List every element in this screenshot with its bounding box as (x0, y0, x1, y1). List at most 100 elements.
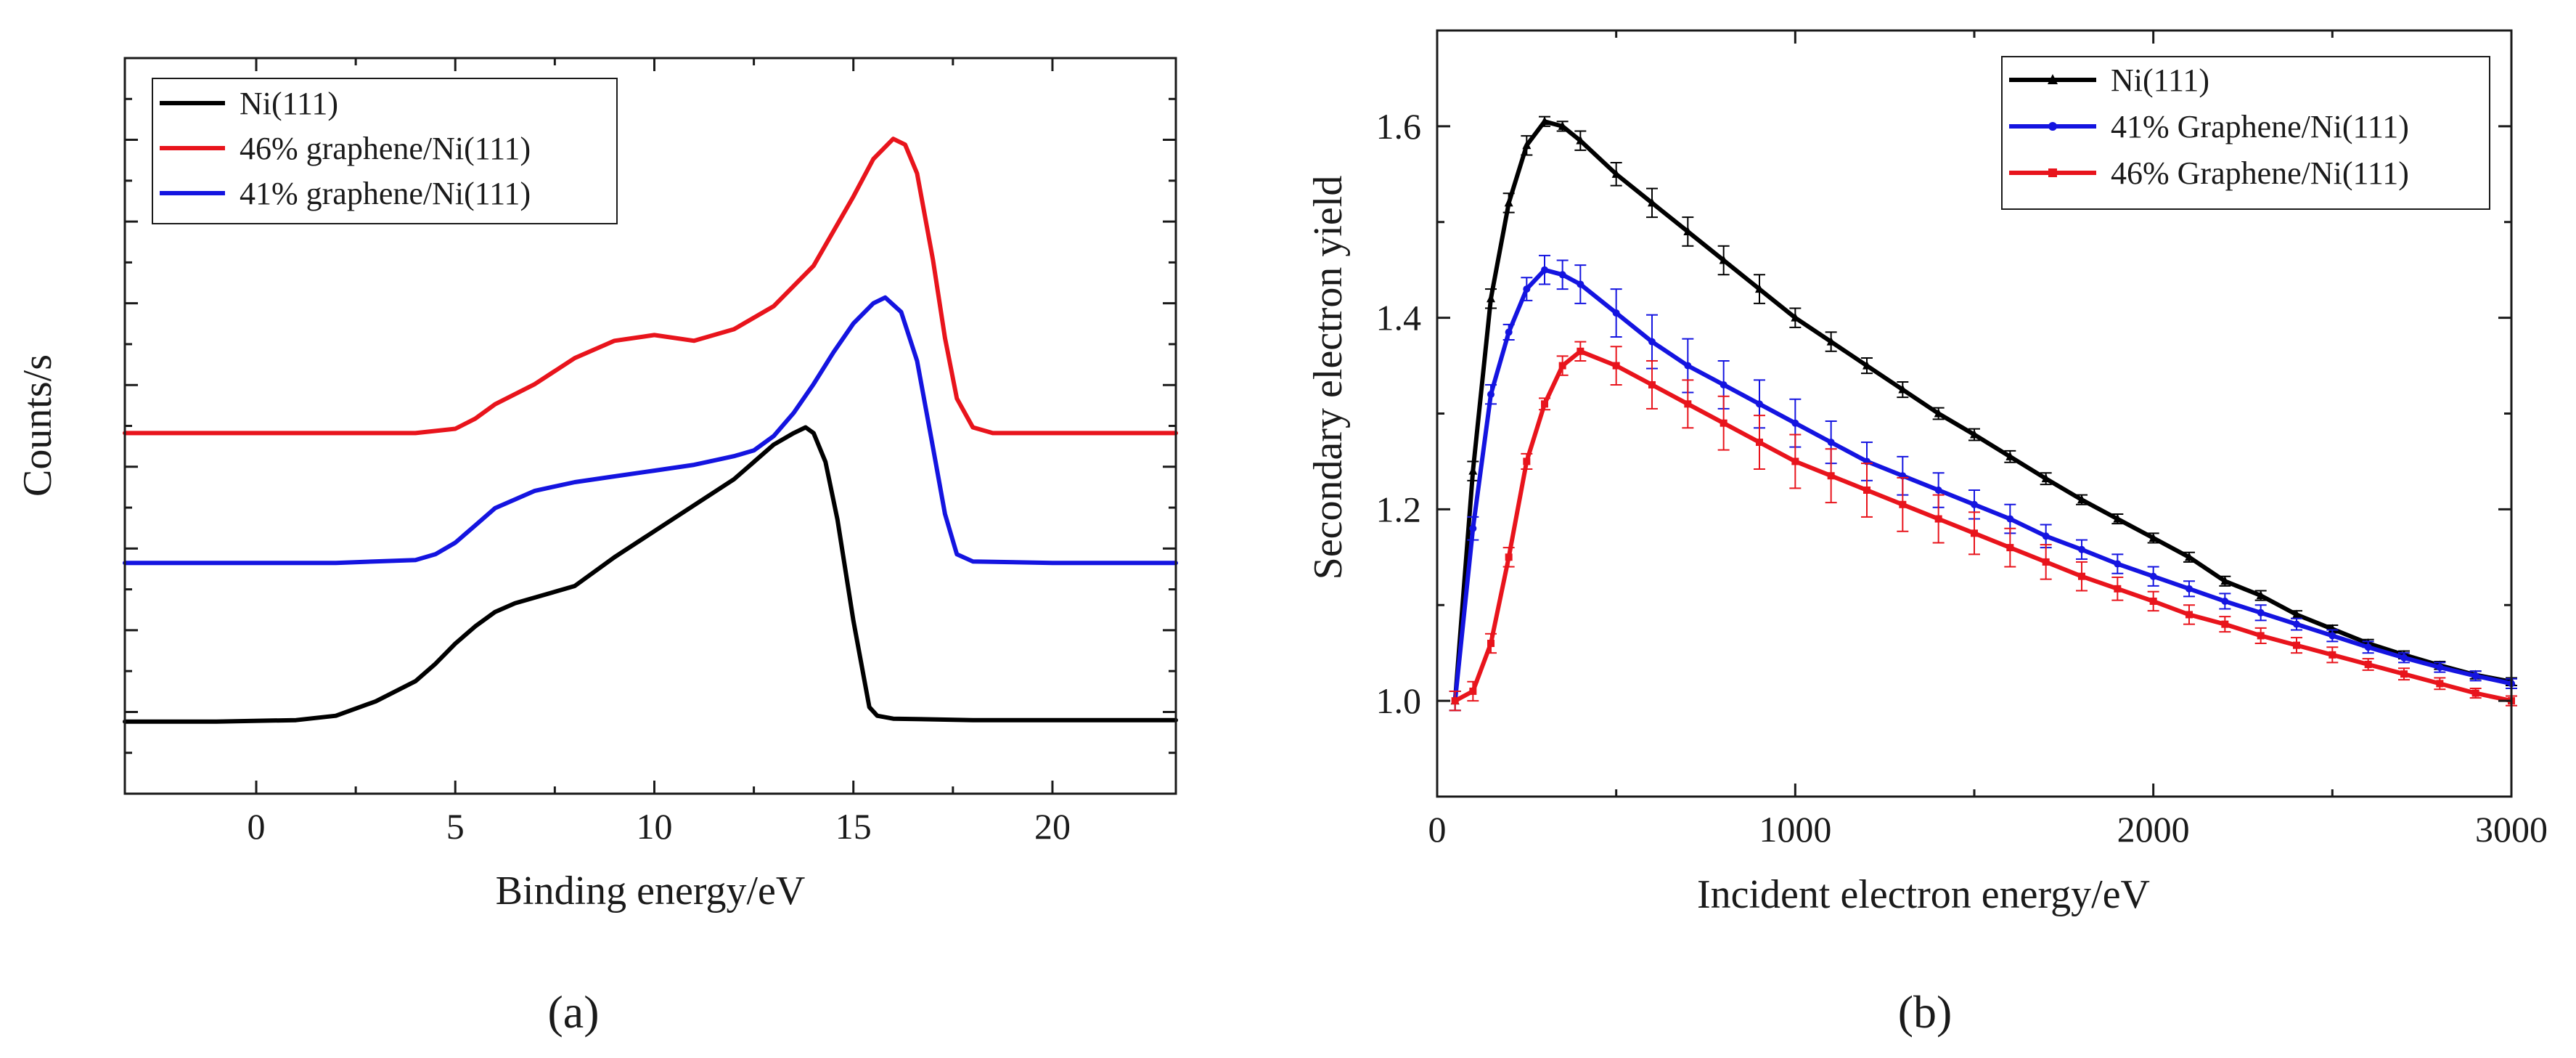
panel-a-x-axis-title: Binding energy/eV (496, 868, 806, 913)
panel-b-series-1-point (1468, 465, 1478, 475)
panel-a-legend-box (152, 78, 618, 224)
panel-b-series-2-point (2221, 597, 2229, 605)
panel-b-series-2-point (1756, 400, 1763, 408)
panel-b-series-3-point (1791, 457, 1799, 465)
panel-b-series-1-point (1934, 408, 1943, 418)
panel-b-x-tick-label: 3000 (2475, 809, 2548, 850)
panel-b-series-2-point (2328, 632, 2336, 640)
panel-b-series-3-point (1523, 457, 1531, 465)
panel-b-series-3-point (2436, 680, 2444, 688)
panel-b-y-tick-label: 1.2 (1376, 489, 1422, 529)
panel-b-series-1-point (1611, 168, 1621, 178)
panel-b-series-3-point (1827, 472, 1835, 480)
panel-b-y-tick-label: 1.6 (1376, 106, 1422, 147)
panel-b-series-2-point (2257, 609, 2265, 617)
panel-b-series-1-point (2148, 532, 2158, 542)
panel-b-ticks: 0 1000 2000 3000 1.0 1.2 1.4 1.6 (1376, 30, 2548, 850)
panel-a-series-group (123, 137, 1178, 724)
panel-b-series-1-legend-label: Ni(111) (2111, 62, 2209, 98)
panel-b-series-1-point (1558, 121, 1567, 130)
panel-b-series-3-point (2328, 651, 2336, 659)
panel-b-series-group (1449, 115, 2517, 712)
panel-b-series-2-point (1577, 280, 1585, 288)
panel-b-series-2-point (2293, 620, 2300, 628)
panel-b-series-2-point (1505, 328, 1513, 336)
panel-b-series-3-point (1541, 400, 1548, 408)
panel-a-x-tick-label: 10 (636, 806, 672, 847)
panel-b-series-2-point (2185, 585, 2193, 593)
panel-b-series-2-legend-label: 41% Graphene/Ni(111) (2111, 109, 2409, 145)
panel-b-series-3-point (2078, 572, 2085, 580)
panel-b-series-3-legend-entry: 46% Graphene/Ni(111) (2009, 155, 2409, 191)
panel-b-series-3-point (2364, 661, 2372, 669)
panel-b-x-tick-label: 1000 (1759, 809, 1831, 850)
panel-b-series-1-point (1863, 360, 1871, 370)
panel-b-x-axis-title: Incident electron energy/eV (1697, 872, 2150, 917)
panel-b-series-2-point (1469, 524, 1477, 532)
panel-b-series-3-point (1469, 687, 1477, 695)
panel-b-series-1-point (1576, 135, 1585, 145)
panel-b-series-2-point (1487, 391, 1495, 399)
panel-b-series-1-point (2041, 473, 2050, 483)
panel-b-series-2-point (1523, 285, 1531, 293)
panel-b-series-2-point (2364, 643, 2372, 651)
panel-b-series-1-point (1970, 429, 1979, 439)
panel-b-series-2-point (2006, 515, 2014, 523)
panel-b-series-3-point (1899, 500, 1907, 508)
panel-b-series-2-point (1648, 338, 1656, 346)
panel-a-series-2-line (123, 137, 1178, 436)
panel-b-x-tick-label: 0 (1428, 809, 1447, 850)
panel-a-x-tick-label: 0 (248, 806, 266, 847)
panel-b-series-2-point (2400, 654, 2408, 662)
panel-b-series-3-point (2185, 611, 2193, 619)
panel-b-series-1-point (1504, 198, 1513, 207)
panel-b-series-2 (1449, 254, 2517, 712)
panel-a-series-2-legend-entry: 46% graphene/Ni(111) (160, 131, 531, 166)
panel-a-ticks: 0 5 10 15 20 (125, 58, 1176, 847)
panel-b-series-1-point (2005, 451, 2015, 460)
panel-b-series-2-point (2114, 560, 2122, 568)
panel-b-series-3-point (2006, 544, 2014, 552)
panel-b-x-tick-label: 2000 (2117, 809, 2190, 850)
panel-a-label: (a) (547, 986, 599, 1038)
panel-b-series-3-point (2257, 632, 2265, 640)
panel-b-series-2-point (1612, 309, 1620, 317)
panel-b-y-tick-label: 1.0 (1376, 680, 1422, 721)
panel-b-series-3-legend-marker (2048, 168, 2057, 177)
panel-b-series-2-point (2149, 572, 2157, 580)
panel-b-series-2-point (2042, 532, 2050, 540)
panel-a-x-tick-label: 15 (835, 806, 872, 847)
panel-b-series-3-point (1451, 697, 1459, 705)
panel-b-series-3-point (1487, 640, 1495, 647)
panel-b-series-3-point (1934, 515, 1942, 523)
panel-b-series-2-point (1934, 487, 1942, 494)
panel-b-series-1-point (2292, 609, 2301, 619)
panel-b-series-1-legend-marker (2048, 74, 2058, 84)
panel-b-series-3-point (2149, 597, 2157, 605)
panel-b-series-2-point (1971, 500, 1978, 508)
panel-b-series-2-legend-marker (2048, 122, 2057, 131)
panel-b-series-3-point (2042, 558, 2050, 566)
panel-b-series-2-point (1541, 266, 1548, 274)
panel-b-series-1-point (1719, 255, 1728, 264)
panel-b-series-2-line (1452, 267, 2514, 704)
panel-b-series-1-point (1898, 384, 1908, 394)
panel-b-series-3 (1449, 341, 2517, 712)
panel-b-series-3-point (1558, 362, 1566, 370)
panel-b-series-1-point (1487, 293, 1495, 303)
panel-b-series-2-legend-entry: 41% Graphene/Ni(111) (2009, 109, 2409, 145)
panel-b-series-1-point (1826, 336, 1836, 346)
panel-b-series-1-point (2185, 552, 2193, 561)
panel-b-series-3-point (2471, 689, 2479, 697)
panel-a-x-tick-label: 20 (1034, 806, 1071, 847)
panel-b-label: (b) (1898, 986, 1953, 1038)
panel-b-series-3-point (2221, 620, 2229, 628)
panel-a-series-2 (123, 137, 1178, 436)
panel-a-series-1-line (123, 425, 1178, 724)
panel-b-series-1-point (1648, 198, 1656, 207)
panel-b-series-3-point (2400, 670, 2408, 678)
panel-a-x-tick-label: 5 (446, 806, 465, 847)
panel-a-series-3-line (123, 295, 1178, 566)
panel-a-legend: Ni(111) 46% graphene/Ni(111) 41% graphene/… (152, 78, 618, 224)
